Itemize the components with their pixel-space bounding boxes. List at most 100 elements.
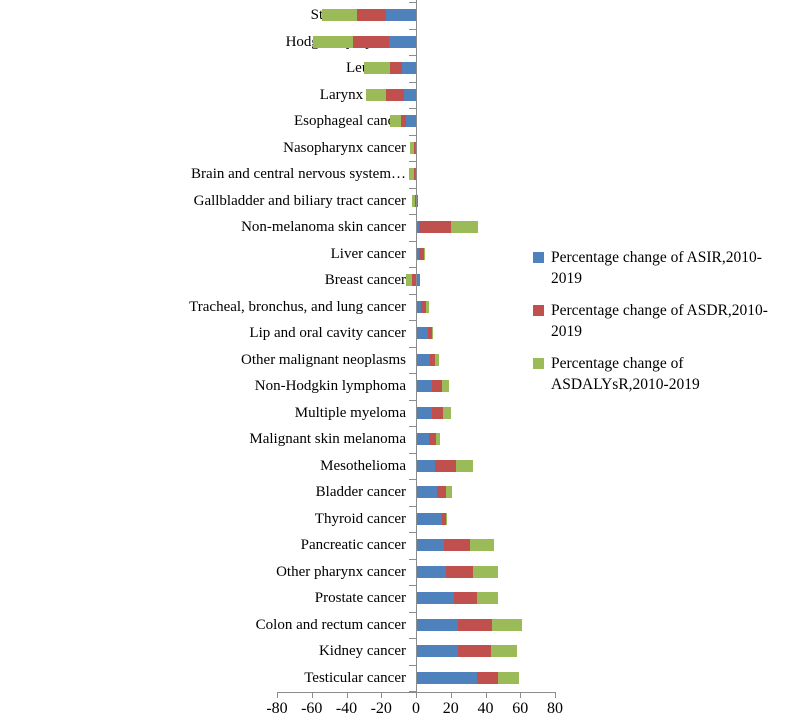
bar-segment-series-2: [429, 433, 436, 446]
bar-segment-series-2: [454, 592, 477, 605]
x-axis-tick: [485, 691, 487, 698]
bar-segment-series-1: [416, 380, 432, 393]
bar-segment-series-3: [435, 433, 441, 446]
bar-segment-series-3: [455, 459, 474, 472]
category-tick: [409, 452, 416, 454]
bar-segment-series-2: [443, 539, 470, 552]
category-label: Non-melanoma skin cancer: [241, 219, 406, 236]
bar-segment-series-3: [409, 168, 415, 181]
category-tick: [409, 479, 416, 480]
bar-segment-series-1: [416, 221, 420, 234]
bar-segment-series-3: [497, 671, 520, 684]
category-tick: [409, 55, 416, 56]
bar-segment-series-3: [322, 9, 357, 22]
category-tick: [409, 293, 416, 295]
bar-segment-series-3: [435, 353, 439, 366]
category-label: Nasopharynx cancer: [283, 139, 406, 156]
category-tick: [409, 161, 416, 162]
bar-segment-series-2: [411, 274, 416, 287]
bar-segment-series-1: [402, 62, 416, 75]
bar-segment-series-1: [385, 9, 416, 22]
bar-segment-series-1: [416, 618, 458, 631]
bar-segment-series-2: [414, 168, 416, 181]
bar-segment-series-2: [389, 62, 403, 75]
bar-segment-series-1: [416, 592, 455, 605]
bar-segment-series-2: [353, 35, 390, 48]
bar-segment-series-2: [401, 115, 406, 128]
legend-label: Percentage change of ASDR,2010-2019: [551, 302, 768, 340]
category-tick: [409, 664, 416, 666]
bar-segment-series-2: [445, 565, 474, 578]
bar-segment-series-3: [469, 539, 495, 552]
x-axis-tick: [416, 691, 417, 698]
x-axis-tick-label: 0: [412, 699, 420, 717]
x-axis-tick-label: 60: [512, 699, 529, 717]
bar-segment-series-1: [416, 406, 432, 419]
legend-marker-series-2: [533, 305, 544, 316]
legend-item: Percentage change of ASDALYsR,2010-2019: [533, 353, 787, 395]
category-label: Tracheal, bronchus, and lung cancer: [189, 298, 406, 315]
bar-segment-series-3: [492, 618, 522, 631]
category-label: Other malignant neoplasms: [241, 351, 406, 368]
category-label: Lip and oral cavity cancer: [249, 325, 406, 342]
bar-segment-series-2: [356, 9, 386, 22]
bar-segment-series-3: [363, 62, 390, 75]
x-axis-tick: [520, 691, 522, 698]
category-label: Colon and rectum cancer: [255, 616, 406, 633]
category-tick: [409, 611, 416, 613]
bar-segment-series-2: [442, 512, 447, 525]
category-label: Multiple myeloma: [294, 404, 406, 421]
bar-segment-series-1: [416, 433, 430, 446]
bar-segment-series-3: [409, 141, 415, 154]
category-label: Brain and central nervous system…: [191, 166, 406, 183]
bar-segment-series-1: [416, 274, 421, 287]
bar-segment-series-2: [415, 194, 417, 207]
bar-segment-series-1: [415, 141, 417, 154]
bar-segment-series-2: [457, 645, 491, 658]
category-label: Pancreatic cancer: [300, 537, 406, 554]
bar-segment-series-3: [446, 486, 452, 499]
category-tick: [409, 373, 416, 374]
bar-segment-series-2: [386, 88, 404, 101]
x-axis-tick-label: 80: [547, 699, 563, 717]
category-label: Larynx cancer: [319, 86, 406, 103]
category-tick: [409, 558, 416, 560]
category-tick: [409, 81, 416, 83]
bar-segment-series-2: [476, 671, 498, 684]
bar-segment-series-3: [389, 115, 402, 128]
category-label: Liver cancer: [330, 245, 406, 262]
category-tick: [409, 2, 416, 3]
x-axis-tick: [277, 691, 278, 698]
category-tick: [409, 108, 416, 109]
bar-segment-series-2: [419, 221, 451, 234]
bar-segment-series-1: [416, 486, 437, 499]
bar-segment-series-3: [476, 592, 498, 605]
category-tick: [409, 267, 416, 268]
category-label: Breast cancer: [324, 272, 406, 289]
bar-segment-series-3: [411, 194, 416, 207]
bar-segment-series-3: [490, 645, 517, 658]
bar-segment-series-3: [313, 35, 354, 48]
legend-marker-series-3: [533, 358, 544, 369]
category-label: Testicular cancer: [304, 669, 406, 686]
y-axis-line: [416, 0, 417, 697]
bar-segment-series-3: [425, 300, 430, 313]
bar-segment-series-3: [473, 565, 498, 578]
category-label: Non-Hodgkin lymphoma: [254, 378, 406, 395]
category-tick: [409, 187, 416, 189]
bar-segment-series-1: [416, 327, 429, 340]
bar-segment-series-1: [416, 539, 444, 552]
bar-segment-series-3: [431, 327, 433, 340]
bar-segment-series-3: [423, 247, 425, 260]
bar-segment-series-1: [416, 353, 430, 366]
category-tick: [409, 28, 416, 30]
category-label: Prostate cancer: [314, 590, 406, 607]
x-axis-tick-label: -20: [370, 699, 392, 717]
category-label: Thyroid cancer: [314, 510, 406, 527]
bar-segment-series-1: [389, 35, 416, 48]
legend-label: Percentage change of ASIR,2010-2019: [551, 249, 762, 287]
category-label: Kidney cancer: [318, 643, 406, 660]
bar-segment-series-2: [421, 300, 426, 313]
legend-marker-series-1: [533, 252, 544, 263]
